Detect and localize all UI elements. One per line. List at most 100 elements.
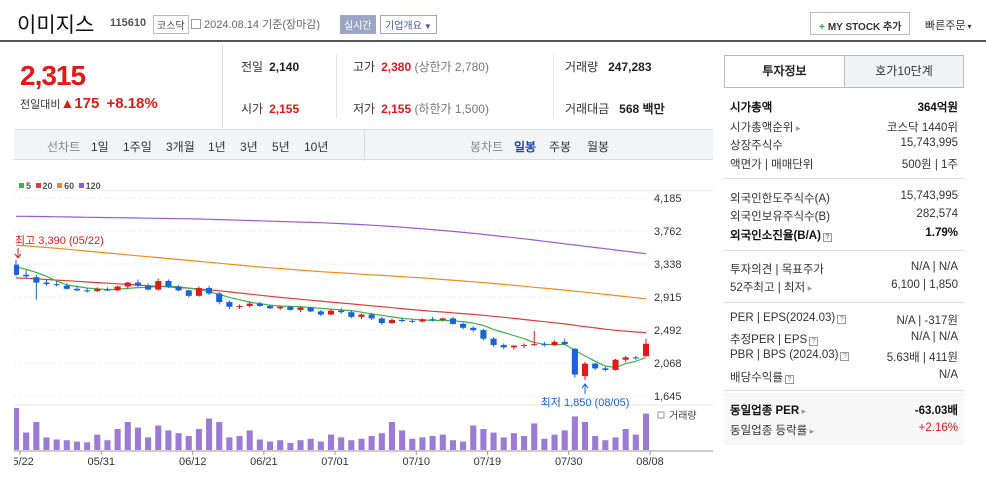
candle-body[interactable] — [307, 307, 314, 312]
candle-body[interactable] — [490, 338, 497, 345]
candle-body[interactable] — [287, 306, 294, 310]
candle-body[interactable] — [592, 363, 599, 369]
chevron-right-icon[interactable]: ▸ — [807, 426, 815, 436]
candle-body[interactable] — [53, 284, 60, 286]
candle-body[interactable] — [429, 319, 436, 321]
candle-body[interactable] — [63, 285, 70, 289]
company-overview-dropdown[interactable]: 기업개요 ▼ — [380, 15, 437, 34]
candle-body[interactable] — [338, 310, 345, 313]
candle-body[interactable] — [124, 282, 131, 287]
candle-body[interactable] — [551, 341, 558, 345]
info-row-label-text: 시가총액 — [730, 102, 773, 114]
period-10y[interactable]: 10년 — [304, 140, 329, 154]
candle-body[interactable] — [460, 323, 467, 328]
candle-body[interactable] — [84, 290, 91, 292]
tab-monthly[interactable]: 월봉 — [587, 140, 610, 154]
help-icon[interactable]: ? — [837, 315, 847, 324]
candle-body[interactable] — [399, 319, 406, 321]
candle-body[interactable] — [368, 314, 375, 319]
candle-body[interactable] — [23, 274, 30, 277]
info-row: 상장주식수 15,743,995 — [730, 137, 958, 155]
candle-body[interactable] — [185, 290, 192, 296]
candle-body[interactable] — [348, 312, 355, 317]
candle-body[interactable] — [622, 357, 629, 360]
candle-body[interactable] — [632, 357, 639, 359]
volume-bar — [510, 433, 517, 450]
candle-body[interactable] — [175, 286, 182, 291]
candle-body[interactable] — [297, 307, 304, 310]
quick-order-dropdown[interactable]: 빠른주문 ▾ — [925, 17, 972, 33]
candle-body[interactable] — [73, 288, 81, 291]
candle-body[interactable] — [216, 293, 223, 303]
chevron-right-icon[interactable]: ▸ — [799, 406, 807, 416]
realtime-button[interactable]: 실시간 — [340, 15, 376, 34]
volume-bar — [470, 425, 477, 450]
help-icon[interactable]: ? — [840, 352, 850, 361]
tab-daily[interactable]: 일봉 — [514, 140, 537, 154]
candle-body[interactable] — [114, 286, 121, 291]
period-1w[interactable]: 1주일 — [123, 140, 152, 154]
tab-orderbook[interactable]: 호가10단계 — [844, 56, 963, 87]
tab-weekly[interactable]: 주봉 — [549, 140, 572, 154]
candle-body[interactable] — [256, 303, 263, 306]
period-1d[interactable]: 1일 — [91, 140, 109, 154]
candle-body[interactable] — [277, 306, 284, 309]
candle-body[interactable] — [358, 314, 365, 317]
candle-body[interactable] — [43, 282, 50, 285]
candle-body[interactable] — [419, 319, 426, 322]
candle-body[interactable] — [561, 341, 568, 345]
info-row-label-text: 시가총액순위 — [730, 122, 794, 134]
volume-bar — [43, 437, 50, 450]
candle-body[interactable] — [266, 305, 274, 309]
help-icon[interactable]: ? — [809, 337, 819, 346]
candle-body[interactable] — [510, 345, 517, 348]
price-chart[interactable]: 4,185 3,762 3,338 2,915 2,492 2,068 1,645 05/22… — [6, 189, 713, 479]
candle-body[interactable] — [246, 303, 253, 306]
candle-body[interactable] — [612, 359, 619, 370]
candle-body[interactable] — [165, 281, 172, 287]
volume-bar — [399, 430, 406, 450]
candle-body[interactable] — [327, 310, 335, 315]
info-row: 투자의견 | 목표주가 N/A | N/A — [730, 261, 958, 279]
candle-body[interactable] — [206, 288, 213, 294]
candle-body[interactable] — [94, 288, 101, 292]
add-mystock-button[interactable]: + MY STOCK 추가 — [810, 12, 910, 35]
candle-body[interactable] — [449, 318, 456, 324]
candle-body[interactable] — [480, 330, 487, 339]
candle-body[interactable] — [104, 289, 111, 291]
chevron-right-icon[interactable]: ▸ — [805, 283, 813, 293]
candle-body[interactable] — [145, 285, 152, 290]
tab-investment-info[interactable]: 투자정보 — [725, 56, 844, 87]
volume-bar — [236, 436, 243, 450]
candle-body[interactable] — [642, 343, 650, 357]
period-5y[interactable]: 5년 — [272, 140, 290, 154]
chevron-right-icon[interactable]: ▸ — [793, 123, 801, 133]
candle-body[interactable] — [226, 302, 233, 307]
help-icon[interactable]: ? — [822, 233, 832, 242]
candle-body[interactable] — [155, 281, 162, 290]
candle-body[interactable] — [439, 318, 446, 320]
candle-body[interactable] — [541, 344, 548, 346]
candle-body[interactable] — [521, 344, 528, 346]
candle-body[interactable] — [500, 344, 507, 348]
candle-body[interactable] — [236, 305, 243, 307]
candle-body[interactable] — [409, 320, 416, 322]
volume-bar — [521, 436, 528, 450]
period-1y[interactable]: 1년 — [208, 140, 226, 154]
candle-body[interactable] — [531, 344, 538, 346]
period-3m[interactable]: 3개월 — [166, 140, 195, 154]
candle-body[interactable] — [134, 282, 141, 286]
candle-body[interactable] — [388, 319, 396, 324]
candle-body[interactable] — [195, 288, 202, 296]
period-3y[interactable]: 3년 — [240, 140, 258, 154]
candle-body[interactable] — [33, 277, 40, 283]
candle-body[interactable] — [378, 318, 385, 324]
candle-body[interactable] — [470, 327, 477, 331]
candle-body[interactable] — [12, 264, 20, 275]
candle-body[interactable] — [602, 368, 609, 370]
candle-body[interactable] — [581, 363, 589, 377]
candle-body[interactable] — [317, 311, 324, 315]
candle-body[interactable] — [571, 348, 578, 375]
volume-bar — [134, 427, 141, 450]
help-icon[interactable]: ? — [784, 375, 794, 384]
